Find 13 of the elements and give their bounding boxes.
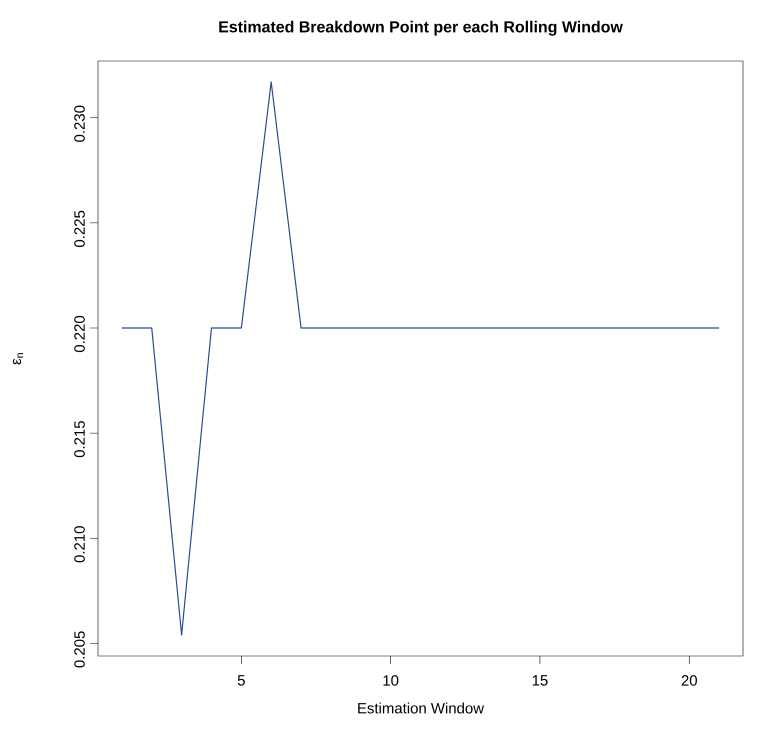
x-tick-label: 10 [383,675,398,686]
x-axis-title: Estimation Window [358,702,484,714]
y-tick-label: 0.205 [74,631,85,668]
y-tick-label: 0.210 [74,526,85,562]
y-axis-title: ε$_{n}$ [12,353,24,364]
x-tick-label: 20 [682,675,697,686]
x-tick-label: 15 [532,675,548,686]
y-tick-label: 0.225 [74,210,85,248]
x-tick-label: 5 [238,675,245,686]
y-tick-label: 0.215 [74,421,85,458]
y-tick-label: 0.230 [74,106,85,142]
y-tick-label: 0.220 [74,316,85,352]
chart-title: Estimated Breakdown Point per each Rolling Window [219,20,623,36]
